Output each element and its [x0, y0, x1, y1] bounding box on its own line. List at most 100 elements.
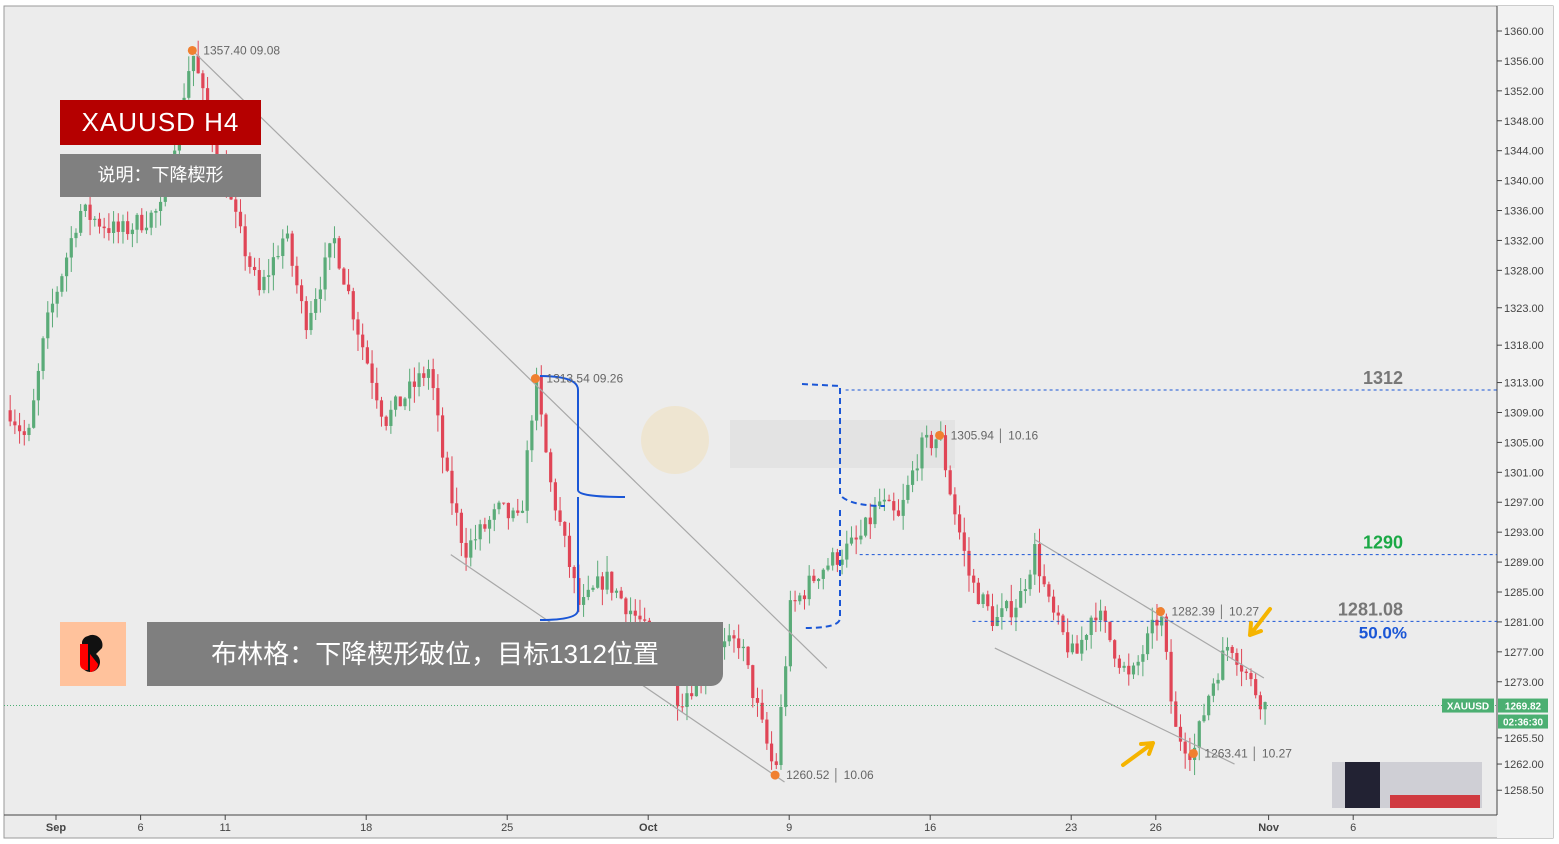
candle-body	[765, 719, 769, 744]
candle-body	[910, 470, 915, 485]
candle-body	[431, 369, 435, 389]
candle-body	[1056, 612, 1060, 616]
time-tick-label: 16	[924, 822, 936, 834]
pivot-marker	[1156, 607, 1165, 617]
candle-body	[929, 434, 933, 449]
candle-body	[1202, 715, 1206, 722]
time-tick-label: Nov	[1258, 822, 1280, 834]
candle-body	[1122, 665, 1126, 668]
candle-body	[107, 228, 111, 234]
candle-body	[520, 510, 525, 513]
candle-body	[27, 427, 31, 436]
candle-body	[760, 702, 764, 720]
candle-body	[384, 416, 388, 426]
candle-body	[638, 615, 642, 620]
current-price-badge	[1498, 698, 1548, 713]
analysis-note: 布林格：下降楔形破位，目标1312位置	[147, 622, 723, 686]
candle-body	[506, 502, 510, 519]
candle-body	[1239, 664, 1244, 672]
candle-body	[1108, 621, 1112, 641]
candle-body	[741, 646, 745, 649]
candle-body	[1033, 544, 1037, 575]
candle-body	[854, 537, 858, 540]
time-tick-label: Sep	[46, 822, 66, 834]
candle-body	[403, 398, 407, 407]
candle-body	[281, 238, 285, 257]
candle-body	[610, 571, 614, 593]
candle-body	[624, 598, 628, 615]
candle-body	[1263, 702, 1267, 710]
chart-background	[3, 5, 1554, 839]
candle-body	[1127, 665, 1131, 675]
candle-body	[746, 646, 750, 666]
candle-body	[600, 576, 604, 590]
candle-body	[1150, 619, 1154, 634]
symbol-badge	[1442, 698, 1494, 713]
candle-body	[1174, 701, 1178, 727]
candle-body	[102, 226, 106, 229]
candle-body	[1230, 646, 1234, 653]
time-tick-label: 26	[1150, 822, 1162, 834]
candle-body	[93, 218, 97, 220]
candle-body	[976, 582, 980, 605]
candle-body	[1080, 639, 1084, 654]
price-tick-label: 1281.00	[1504, 617, 1544, 629]
candle-body	[285, 233, 290, 239]
candle-body	[356, 319, 360, 335]
pivot-label: 1357.40 09.08	[203, 43, 280, 57]
candle-body	[680, 706, 684, 708]
time-tick-label: 6	[1350, 822, 1356, 834]
candle-body	[393, 396, 398, 410]
symbol-timeframe-label: XAUUSD H4	[60, 100, 261, 145]
candle-body	[41, 338, 45, 371]
candle-body	[967, 550, 971, 576]
candle-body	[1155, 619, 1159, 626]
candle-body	[605, 571, 609, 590]
candle-body	[1070, 643, 1074, 653]
candle-body	[887, 499, 891, 502]
candle-body	[121, 221, 125, 232]
candle-body	[1244, 671, 1248, 674]
candle-body	[276, 256, 280, 258]
candle-body	[1028, 574, 1032, 590]
candle-body	[497, 502, 501, 510]
candle-body	[196, 55, 200, 74]
candle-body	[459, 512, 463, 543]
arrow-down-icon	[1248, 607, 1272, 637]
candle-body	[140, 214, 144, 231]
candle-body	[83, 204, 87, 211]
candle-body	[1061, 615, 1065, 633]
pivot-marker	[1188, 748, 1198, 758]
candle-body	[614, 590, 619, 593]
candle-body	[116, 221, 120, 232]
candle-body	[290, 233, 294, 266]
candle-body	[1023, 589, 1027, 592]
candle-body	[1084, 634, 1089, 640]
candle-body	[549, 452, 553, 483]
price-tick-label: 1344.00	[1504, 146, 1544, 158]
candle-body	[690, 693, 694, 697]
price-tick-label: 1301.00	[1504, 467, 1544, 479]
candle-body	[257, 270, 261, 291]
candle-body	[1207, 695, 1211, 716]
candle-body	[920, 437, 924, 469]
candle-body	[511, 510, 515, 519]
candle-body	[845, 543, 849, 560]
candle-body	[784, 666, 788, 708]
candle-body	[60, 276, 64, 292]
candle-body	[1113, 640, 1117, 659]
candle-body	[953, 494, 957, 515]
time-tick-label: 6	[138, 822, 144, 834]
price-tick-label: 1265.50	[1504, 733, 1544, 745]
candle-body	[826, 565, 830, 570]
candle-body	[934, 439, 938, 449]
time-tick-label: 18	[360, 822, 372, 834]
candle-body	[1004, 601, 1009, 609]
pivot-marker	[770, 770, 780, 780]
candle-body	[873, 506, 877, 525]
candle-body	[389, 409, 393, 426]
candle-body	[304, 301, 308, 331]
candle-body	[525, 450, 529, 511]
pivot-label: 1305.94 │ 10.16	[951, 428, 1039, 443]
